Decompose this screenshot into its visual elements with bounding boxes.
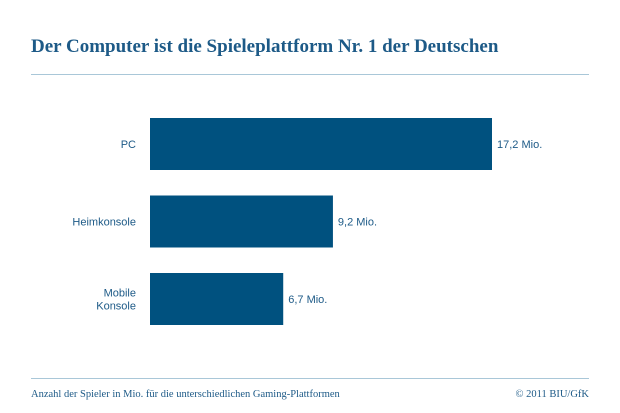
category-label-2: Mobile Konsole — [96, 288, 136, 313]
footer-caption: Anzahl der Spieler in Mio. für die unter… — [31, 389, 340, 400]
value-label-0: 17,2 Mio. — [497, 139, 542, 151]
top-divider — [31, 74, 589, 75]
category-label-0: PC — [121, 139, 136, 151]
bottom-divider — [31, 378, 589, 379]
value-label-1: 9,2 Mio. — [338, 217, 377, 229]
bar-1 — [150, 195, 333, 248]
bar-2 — [150, 273, 284, 325]
value-label-2: 6,7 Mio. — [288, 294, 327, 306]
bar-0 — [150, 118, 492, 170]
footer-source: © 2011 BIU/GfK — [515, 389, 590, 400]
category-label-1: Heimkonsole — [72, 217, 136, 229]
chart-title: Der Computer ist die Spieleplattform Nr.… — [31, 36, 499, 57]
